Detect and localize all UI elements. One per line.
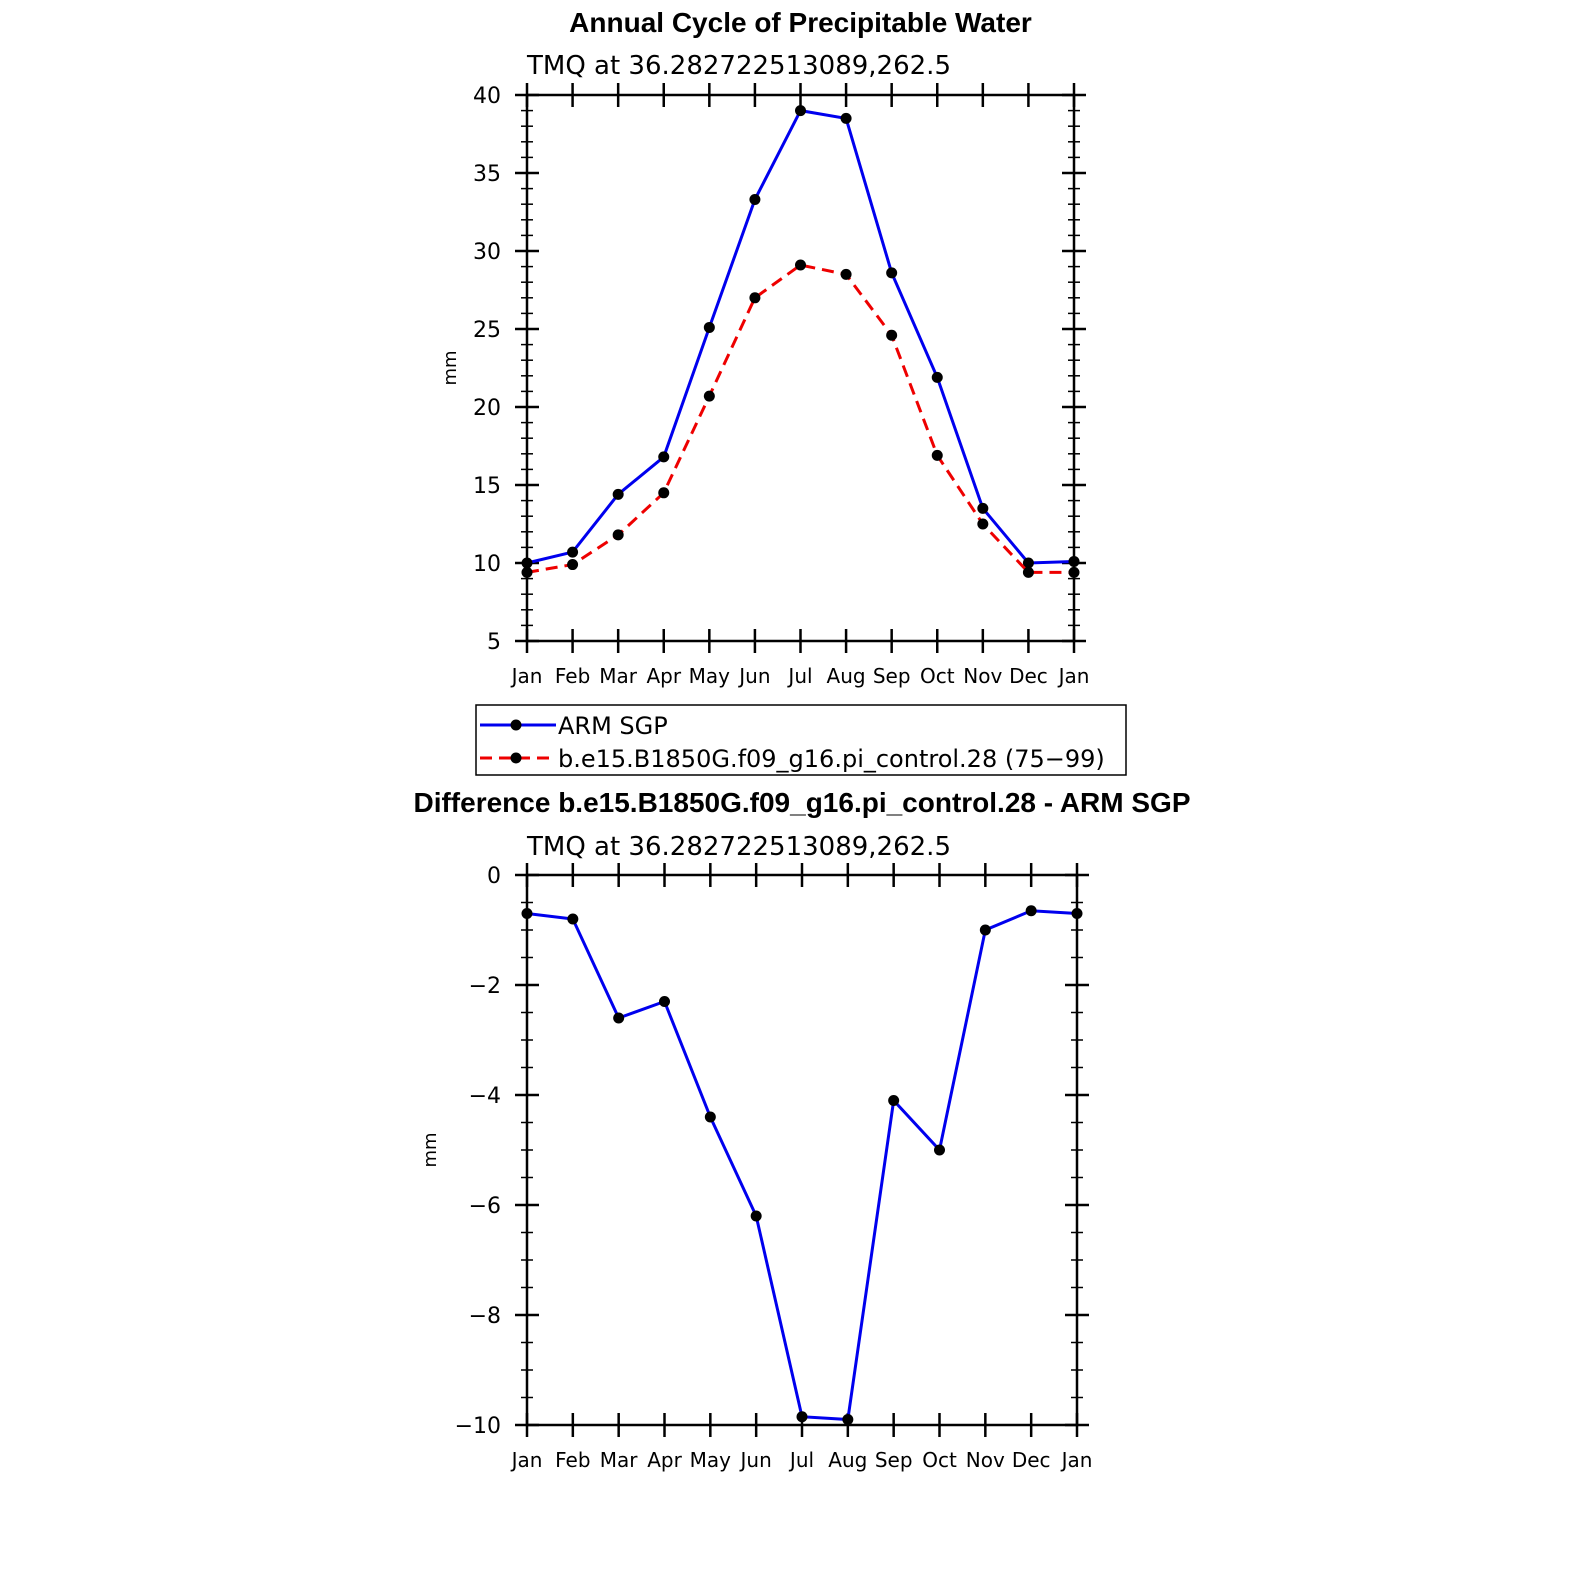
legend-entry: ARM SGP [558, 712, 668, 740]
data-point [934, 1144, 945, 1156]
x-tick-label: Jun [739, 1448, 772, 1472]
y-tick-label: 40 [473, 84, 501, 109]
x-tick-label: May [689, 664, 731, 688]
x-tick-label: Feb [555, 664, 590, 688]
data-point [795, 259, 806, 271]
x-tick-label: Nov [963, 664, 1002, 688]
data-point [931, 449, 943, 461]
x-tick-label: Jun [737, 664, 770, 688]
data-point [1071, 908, 1083, 919]
y-tick-label: 15 [473, 474, 501, 499]
chart-subtitle: TMQ at 36.282722513089,262.5 [526, 51, 951, 81]
plot-frame [525, 93, 1076, 643]
y-tick-label: 35 [473, 162, 501, 187]
y-tick-label: −10 [455, 1414, 501, 1439]
y-tick-label: 20 [473, 396, 501, 421]
y-tick-label: 0 [487, 864, 501, 889]
data-point [658, 487, 670, 499]
x-tick-label: Feb [555, 1448, 590, 1472]
data-point [1068, 566, 1080, 578]
data-point [886, 267, 898, 279]
data-point [1025, 905, 1037, 917]
x-tick-label: Jul [786, 664, 812, 688]
data-point [567, 913, 579, 925]
x-tick-label: Mar [599, 664, 638, 688]
data-point [749, 292, 761, 304]
x-tick-label: Oct [920, 664, 955, 688]
x-tick-label: Oct [922, 1448, 957, 1472]
x-tick-label: Aug [827, 664, 866, 688]
y-tick-label: 25 [473, 318, 501, 343]
y-tick-label: 5 [487, 630, 501, 655]
data-point [977, 502, 989, 514]
data-point [521, 566, 533, 578]
y-axis-label: mm [420, 1132, 441, 1167]
x-tick-label: Jan [1057, 664, 1090, 688]
y-tick-label: −6 [469, 1194, 501, 1219]
data-point [842, 1414, 854, 1425]
data-point [840, 268, 852, 280]
data-point [796, 1411, 808, 1423]
data-point [1068, 555, 1080, 567]
chart-title: Annual Cycle of Precipitable Water [569, 7, 1032, 38]
y-tick-label: −2 [469, 974, 501, 999]
x-tick-label: Jan [510, 664, 543, 688]
chart-1: Annual Cycle of Precipitable Water TMQ at… [440, 7, 1127, 776]
series-line [526, 108, 1075, 565]
data-point [1022, 557, 1034, 569]
x-tick-label: Sep [873, 664, 911, 688]
data-point [703, 321, 715, 333]
data-point [613, 1012, 625, 1024]
legend-box [475, 704, 1127, 776]
x-tick-label: Jan [510, 1448, 543, 1472]
data-point [612, 488, 624, 500]
data-point [979, 924, 991, 936]
x-tick-label: May [690, 1448, 732, 1472]
series-line [526, 909, 1078, 1422]
x-tick-label: Dec [1009, 664, 1048, 688]
data-point [977, 518, 989, 530]
x-tick-label: Aug [828, 1448, 867, 1472]
legend: ARM SGP b.e15.B1850G.f09_g16.pi_control.2… [475, 704, 1127, 776]
x-tick-label: Apr [646, 664, 681, 688]
x-tick-label: Mar [600, 1448, 639, 1472]
x-tick-label: Jul [788, 1448, 814, 1472]
plot-frame [525, 873, 1079, 1427]
data-point [567, 546, 579, 558]
data-point [1022, 566, 1034, 578]
data-point [567, 559, 579, 571]
chart-2: Difference b.e15.B1850G.f09_g16.pi_contr… [413, 787, 1190, 1472]
legend-marker [510, 752, 522, 764]
x-tick-label: Apr [647, 1448, 682, 1472]
data-point [521, 557, 533, 569]
data-point [888, 1095, 900, 1106]
data-point [659, 996, 670, 1007]
x-tick-label: Jan [1060, 1448, 1093, 1472]
data-point [750, 1210, 762, 1222]
data-point [931, 371, 943, 383]
y-tick-label: −4 [469, 1084, 501, 1109]
data-point [795, 105, 806, 117]
legend-entry: b.e15.B1850G.f09_g16.pi_control.28 (75−9… [558, 745, 1105, 773]
y-tick-label: 10 [473, 552, 501, 577]
data-point [749, 194, 761, 206]
data-point [612, 529, 624, 541]
data-point [886, 329, 898, 341]
x-tick-label: Sep [875, 1448, 913, 1472]
x-tick-label: Nov [966, 1448, 1005, 1472]
x-tick-label: Dec [1012, 1448, 1051, 1472]
data-point [703, 390, 715, 402]
data-point [658, 451, 670, 463]
chart-subtitle: TMQ at 36.282722513089,262.5 [526, 832, 951, 862]
chart-title: Difference b.e15.B1850G.f09_g16.pi_contr… [413, 787, 1190, 818]
data-point [840, 112, 852, 124]
data-point [704, 1111, 716, 1123]
y-tick-label: −8 [469, 1304, 501, 1329]
y-tick-label: 30 [473, 240, 501, 265]
series-line [526, 263, 1074, 574]
data-point [521, 908, 533, 919]
legend-marker [510, 719, 522, 731]
y-axis-label: mm [440, 350, 461, 385]
